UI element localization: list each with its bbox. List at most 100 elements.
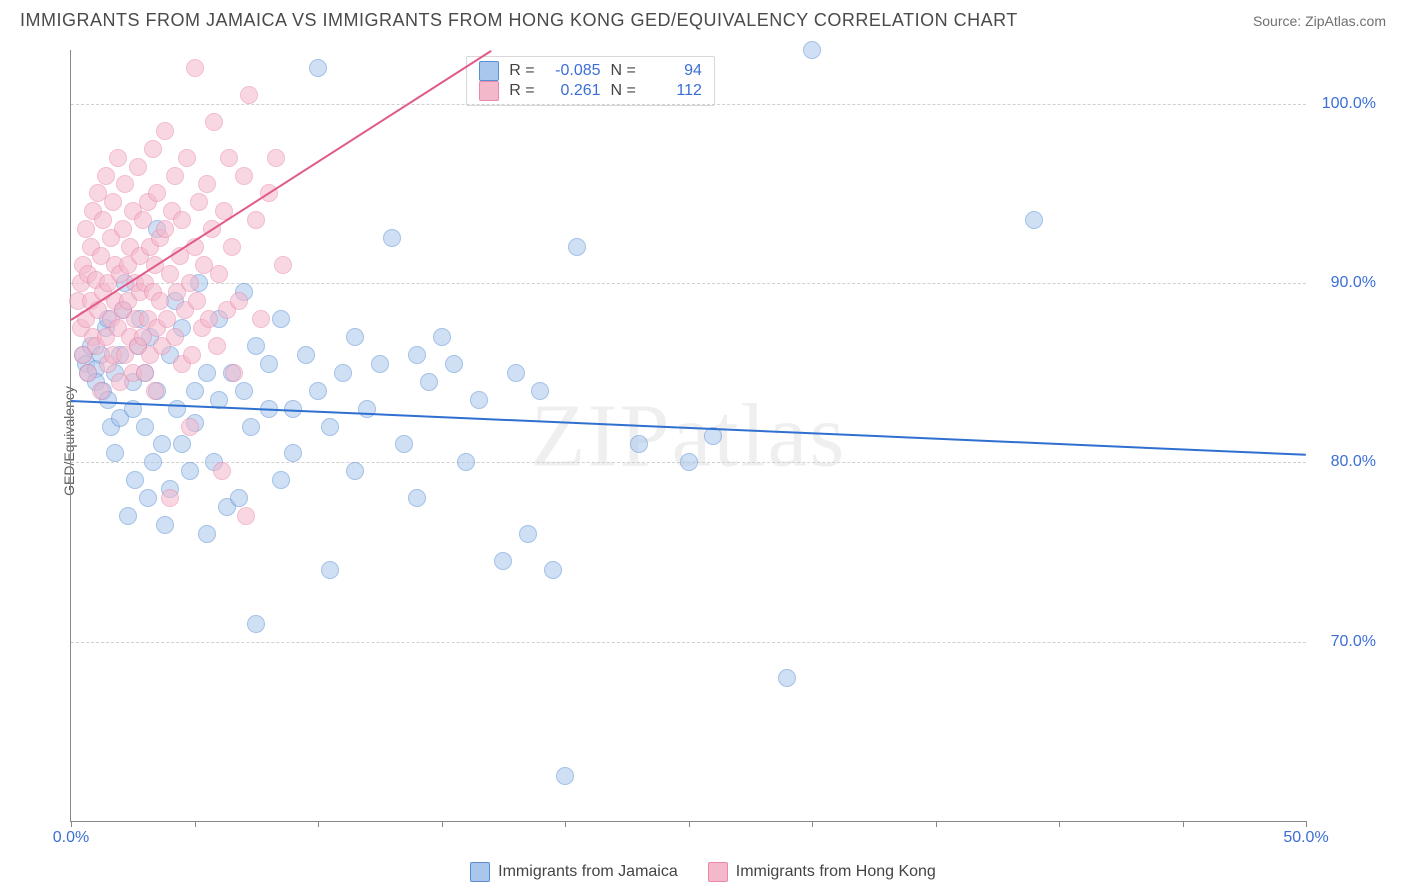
watermark: ZIPatlas [531,384,847,487]
scatter-point [178,149,196,167]
r-value-hongkong: 0.261 [545,82,601,100]
scatter-point [129,158,147,176]
x-tick [442,821,443,827]
r-value-jamaica: -0.085 [545,62,601,80]
scatter-point [116,175,134,193]
scatter-point [247,211,265,229]
scatter-point [156,220,174,238]
scatter-point [223,238,241,256]
plot-area: ZIPatlas R = -0.085 N = 94 R = 0.261 N =… [70,50,1306,822]
scatter-point [309,382,327,400]
scatter-point [346,328,364,346]
scatter-point [519,525,537,543]
scatter-point [272,471,290,489]
n-value-jamaica: 94 [646,62,702,80]
scatter-point [247,615,265,633]
x-tick [936,821,937,827]
scatter-point [198,364,216,382]
scatter-point [309,59,327,77]
scatter-point [153,435,171,453]
gridline [71,104,1306,105]
scatter-point [680,453,698,471]
scatter-point [383,229,401,247]
scatter-point [371,355,389,373]
y-tick-label: 90.0% [1331,274,1376,292]
y-tick-label: 100.0% [1322,95,1376,113]
scatter-point [186,382,204,400]
scatter-point [531,382,549,400]
scatter-point [181,462,199,480]
scatter-point [267,149,285,167]
scatter-point [148,184,166,202]
scatter-point [470,391,488,409]
scatter-point [181,274,199,292]
scatter-point [507,364,525,382]
chart-title: IMMIGRANTS FROM JAMAICA VS IMMIGRANTS FR… [20,10,1018,31]
scatter-point [272,310,290,328]
scatter-point [166,167,184,185]
gridline [71,642,1306,643]
scatter-point [433,328,451,346]
scatter-point [92,382,110,400]
scatter-point [173,211,191,229]
scatter-point [210,265,228,283]
x-tick-label: 50.0% [1283,829,1328,847]
scatter-point [151,292,169,310]
scatter-point [237,507,255,525]
scatter-point [208,337,226,355]
x-tick [195,821,196,827]
x-tick [1059,821,1060,827]
scatter-point [109,149,127,167]
scatter-point [408,489,426,507]
chart-container: GED/Equivalency ZIPatlas R = -0.085 N = … [20,40,1386,842]
scatter-point [630,435,648,453]
legend-row-hongkong: R = 0.261 N = 112 [479,81,702,101]
scatter-point [297,346,315,364]
scatter-point [568,238,586,256]
scatter-point [104,193,122,211]
header: IMMIGRANTS FROM JAMAICA VS IMMIGRANTS FR… [0,0,1406,37]
scatter-point [188,292,206,310]
scatter-point [225,364,243,382]
x-tick [1306,821,1307,827]
n-value-hongkong: 112 [646,82,702,100]
scatter-point [544,561,562,579]
y-tick-label: 70.0% [1331,633,1376,651]
scatter-point [420,373,438,391]
scatter-point [97,167,115,185]
gridline [71,283,1306,284]
scatter-point [190,193,208,211]
scatter-point [134,211,152,229]
scatter-point [803,41,821,59]
scatter-point [235,167,253,185]
legend-label-jamaica: Immigrants from Jamaica [498,863,678,881]
scatter-point [126,471,144,489]
scatter-point [166,328,184,346]
scatter-point [230,489,248,507]
scatter-point [252,310,270,328]
correlation-legend: R = -0.085 N = 94 R = 0.261 N = 112 [466,56,715,106]
legend-label-hongkong: Immigrants from Hong Kong [736,863,936,881]
scatter-point [240,86,258,104]
scatter-point [181,418,199,436]
scatter-point [274,256,292,274]
scatter-point [139,489,157,507]
scatter-point [158,310,176,328]
scatter-point [106,444,124,462]
scatter-point [144,453,162,471]
scatter-point [77,220,95,238]
r-label: R = [509,62,534,80]
scatter-point [146,382,164,400]
y-tick-label: 80.0% [1331,453,1376,471]
scatter-point [213,462,231,480]
swatch-hongkong [708,862,728,882]
scatter-point [778,669,796,687]
swatch-jamaica [479,61,499,81]
source-label: Source: ZipAtlas.com [1253,13,1386,29]
series-legend: Immigrants from Jamaica Immigrants from … [0,862,1406,882]
scatter-point [200,310,218,328]
scatter-point [321,561,339,579]
scatter-point [220,149,238,167]
scatter-point [408,346,426,364]
scatter-point [395,435,413,453]
